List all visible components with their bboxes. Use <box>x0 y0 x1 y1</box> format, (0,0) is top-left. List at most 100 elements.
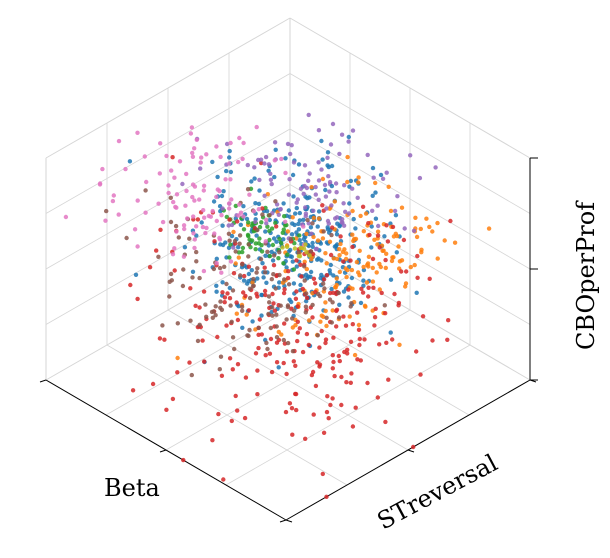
data-point <box>299 274 304 279</box>
data-point <box>339 402 344 408</box>
data-point <box>267 213 272 218</box>
data-point <box>254 233 259 238</box>
data-point <box>414 349 419 354</box>
data-point <box>247 327 252 333</box>
data-point <box>242 273 247 279</box>
data-point <box>160 219 166 225</box>
data-point <box>284 349 290 354</box>
data-point <box>266 311 271 317</box>
data-point <box>243 375 249 380</box>
data-point <box>419 250 424 255</box>
data-point <box>204 314 209 319</box>
data-point <box>203 230 208 236</box>
data-point <box>297 238 302 243</box>
data-point <box>361 264 366 270</box>
data-point <box>272 308 278 313</box>
data-point <box>326 174 331 179</box>
data-point <box>442 238 447 243</box>
data-point <box>338 241 343 247</box>
y-axis-label: STreversal <box>373 449 502 536</box>
data-point <box>231 245 236 250</box>
data-point <box>266 294 272 299</box>
data-point <box>290 172 296 178</box>
data-point <box>327 268 332 273</box>
grid-line <box>167 309 409 451</box>
data-point <box>169 168 174 173</box>
data-point <box>238 222 243 227</box>
data-point <box>296 221 301 227</box>
data-point <box>274 239 279 244</box>
y-tick <box>407 449 415 453</box>
data-point <box>183 203 188 208</box>
x-tick <box>279 519 287 523</box>
data-point <box>246 254 251 259</box>
data-point <box>334 242 340 247</box>
data-point <box>181 267 186 272</box>
data-point <box>204 225 209 231</box>
data-point <box>362 303 368 308</box>
data-point <box>195 217 201 222</box>
x-axis-label: Beta <box>104 474 160 502</box>
data-point <box>200 224 206 230</box>
data-point <box>164 407 169 412</box>
data-point <box>303 242 308 247</box>
data-point <box>341 314 346 319</box>
data-point <box>97 181 103 186</box>
data-point <box>281 201 286 206</box>
data-point <box>233 261 238 266</box>
data-point <box>283 170 288 176</box>
data-point <box>268 171 273 176</box>
data-point <box>293 211 298 216</box>
data-point <box>237 233 243 238</box>
data-point <box>285 229 290 234</box>
data-point <box>384 340 389 345</box>
data-point <box>316 197 321 202</box>
data-point <box>259 220 264 225</box>
data-point <box>259 160 264 166</box>
data-point <box>268 336 274 342</box>
data-point <box>257 236 262 241</box>
data-point <box>430 229 435 234</box>
data-point <box>390 224 396 230</box>
data-point <box>241 290 246 295</box>
data-point <box>259 332 264 337</box>
data-point <box>230 367 235 372</box>
data-point <box>331 273 336 278</box>
data-point <box>232 346 237 352</box>
data-point <box>424 216 429 221</box>
data-point <box>236 245 241 250</box>
data-point <box>380 176 386 181</box>
data-point <box>281 261 286 266</box>
z-axis-label: CBOperProf <box>572 200 600 350</box>
data-point <box>354 259 360 265</box>
data-point <box>198 160 203 165</box>
data-point <box>356 327 362 332</box>
data-point <box>219 373 225 378</box>
data-point <box>328 252 334 258</box>
data-point <box>190 150 195 156</box>
data-point <box>348 339 354 344</box>
data-point <box>323 251 328 256</box>
data-point <box>328 402 333 408</box>
data-point <box>170 155 175 160</box>
data-point <box>304 231 309 237</box>
data-point <box>364 280 370 285</box>
data-point <box>282 287 287 292</box>
data-point <box>208 214 213 219</box>
data-point <box>370 265 375 271</box>
data-point <box>321 430 327 435</box>
data-point <box>324 206 329 211</box>
data-point <box>254 270 259 275</box>
data-point <box>212 239 217 244</box>
data-point <box>103 218 108 223</box>
data-point <box>319 258 324 263</box>
data-point <box>227 255 232 260</box>
data-point <box>346 134 351 140</box>
data-point <box>214 218 219 224</box>
data-point <box>291 281 297 286</box>
data-point <box>402 226 407 231</box>
data-point <box>323 340 328 346</box>
data-point <box>366 294 371 299</box>
data-point <box>249 179 254 184</box>
data-point <box>345 347 350 352</box>
